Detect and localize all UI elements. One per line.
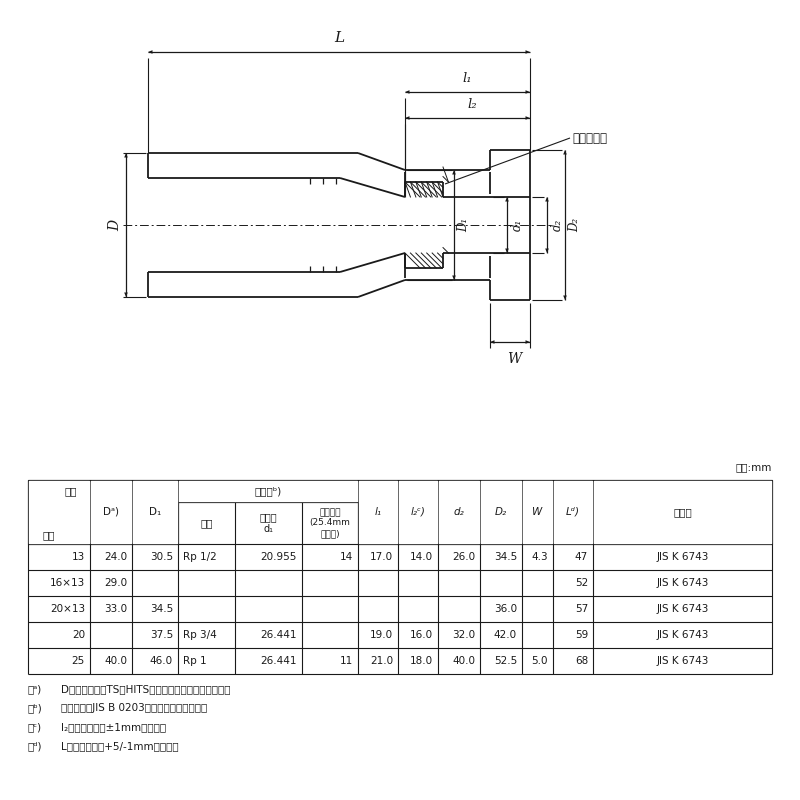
Polygon shape — [526, 116, 530, 120]
Text: 20.955: 20.955 — [261, 552, 297, 562]
Text: 40.0: 40.0 — [104, 656, 127, 666]
Polygon shape — [124, 153, 128, 158]
Text: JIS K 6743: JIS K 6743 — [656, 552, 709, 562]
Text: 単位:mm: 単位:mm — [736, 462, 772, 472]
Text: 46.0: 46.0 — [150, 656, 173, 666]
Text: l₁: l₁ — [374, 507, 382, 517]
Text: d₂: d₂ — [454, 507, 464, 517]
Text: D₁: D₁ — [149, 507, 161, 517]
Text: 42.0: 42.0 — [494, 630, 517, 640]
Polygon shape — [506, 197, 509, 202]
Text: d₁: d₁ — [510, 219, 523, 231]
Text: 33.0: 33.0 — [104, 604, 127, 614]
Text: 注ᵇ): 注ᵇ) — [28, 703, 42, 713]
Text: 30.5: 30.5 — [150, 552, 173, 562]
Text: 谷の径
d₁: 谷の径 d₁ — [260, 512, 278, 534]
Text: JIS K 6743: JIS K 6743 — [656, 630, 709, 640]
Text: インサート: インサート — [572, 131, 607, 145]
Text: JIS K 6743: JIS K 6743 — [656, 656, 709, 666]
Text: 17.0: 17.0 — [370, 552, 393, 562]
Text: 16.0: 16.0 — [410, 630, 433, 640]
Text: 34.5: 34.5 — [150, 604, 173, 614]
Text: 47: 47 — [574, 552, 588, 562]
Polygon shape — [526, 340, 530, 344]
Text: 注ᵈ): 注ᵈ) — [28, 741, 42, 751]
Text: 規　格: 規 格 — [673, 507, 692, 517]
Text: 21.0: 21.0 — [370, 656, 393, 666]
Polygon shape — [546, 249, 549, 253]
Text: 14.0: 14.0 — [410, 552, 433, 562]
Text: 呼径: 呼径 — [42, 530, 55, 540]
Text: l₂ᶜ): l₂ᶜ) — [410, 507, 426, 517]
Polygon shape — [452, 275, 456, 280]
Polygon shape — [526, 50, 530, 54]
Text: 20×13: 20×13 — [50, 604, 85, 614]
Text: D₂: D₂ — [495, 507, 507, 517]
Text: 注ᵃ): 注ᵃ) — [28, 684, 42, 694]
Text: D₂: D₂ — [569, 218, 582, 232]
Text: 36.0: 36.0 — [494, 604, 517, 614]
Text: JIS K 6743: JIS K 6743 — [656, 578, 709, 588]
Text: Rp 3/4: Rp 3/4 — [183, 630, 217, 640]
Text: Lの許容差は、+5/-1mmとする。: Lの許容差は、+5/-1mmとする。 — [61, 741, 178, 751]
Text: 16×13: 16×13 — [50, 578, 85, 588]
Text: 4.3: 4.3 — [531, 552, 548, 562]
Text: 57: 57 — [574, 604, 588, 614]
Text: 13: 13 — [72, 552, 85, 562]
Text: 26.441: 26.441 — [261, 630, 297, 640]
Text: 25: 25 — [72, 656, 85, 666]
Text: d₂: d₂ — [550, 219, 563, 231]
Text: 40.0: 40.0 — [452, 656, 475, 666]
Text: l₁: l₁ — [462, 72, 472, 85]
Text: 呼び: 呼び — [200, 518, 213, 528]
Polygon shape — [546, 197, 549, 202]
Text: Lᵈ): Lᵈ) — [566, 507, 580, 517]
Text: JIS K 6743: JIS K 6743 — [656, 604, 709, 614]
Text: 32.0: 32.0 — [452, 630, 475, 640]
Text: 26.441: 26.441 — [261, 656, 297, 666]
Text: 29.0: 29.0 — [104, 578, 127, 588]
Text: 5.0: 5.0 — [531, 656, 548, 666]
Text: Rp 1/2: Rp 1/2 — [183, 552, 217, 562]
Text: l₂の許容差は、±1mmとする。: l₂の許容差は、±1mmとする。 — [61, 722, 166, 732]
Text: D₁: D₁ — [458, 218, 470, 232]
Text: 記号: 記号 — [65, 486, 78, 496]
Polygon shape — [124, 293, 128, 297]
Text: D: D — [108, 219, 122, 230]
Polygon shape — [452, 170, 456, 174]
Polygon shape — [506, 249, 509, 253]
Text: l₂: l₂ — [468, 98, 478, 111]
Text: 34.5: 34.5 — [494, 552, 517, 562]
Text: W: W — [507, 352, 521, 366]
Text: 注ᶜ): 注ᶜ) — [28, 722, 42, 732]
Text: 52.5: 52.5 — [494, 656, 517, 666]
Polygon shape — [405, 116, 410, 120]
Text: Dの許容差は、TS・HITS継手受口共通寸法図による。: Dの許容差は、TS・HITS継手受口共通寸法図による。 — [61, 684, 230, 694]
Text: ねじ山数
(25.4mm
につき): ねじ山数 (25.4mm につき) — [310, 508, 350, 538]
Text: 11: 11 — [340, 656, 353, 666]
Polygon shape — [563, 295, 566, 300]
Text: ねじ部ᵇ): ねじ部ᵇ) — [254, 486, 282, 496]
Text: 52: 52 — [574, 578, 588, 588]
Polygon shape — [148, 50, 153, 54]
Polygon shape — [563, 150, 566, 154]
Text: 19.0: 19.0 — [370, 630, 393, 640]
Text: W: W — [532, 507, 542, 517]
Text: 26.0: 26.0 — [452, 552, 475, 562]
Text: 59: 59 — [574, 630, 588, 640]
Text: 37.5: 37.5 — [150, 630, 173, 640]
Text: Dᵃ): Dᵃ) — [103, 507, 119, 517]
Text: ねじ部は、JIS B 0203の平行めねじとする。: ねじ部は、JIS B 0203の平行めねじとする。 — [61, 703, 207, 713]
Text: 14: 14 — [340, 552, 353, 562]
Polygon shape — [490, 340, 494, 344]
Text: L: L — [334, 31, 344, 45]
Polygon shape — [526, 90, 530, 94]
Text: 20: 20 — [72, 630, 85, 640]
Text: 24.0: 24.0 — [104, 552, 127, 562]
Text: Rp 1: Rp 1 — [183, 656, 206, 666]
Polygon shape — [405, 90, 410, 94]
Text: 18.0: 18.0 — [410, 656, 433, 666]
Text: 68: 68 — [574, 656, 588, 666]
